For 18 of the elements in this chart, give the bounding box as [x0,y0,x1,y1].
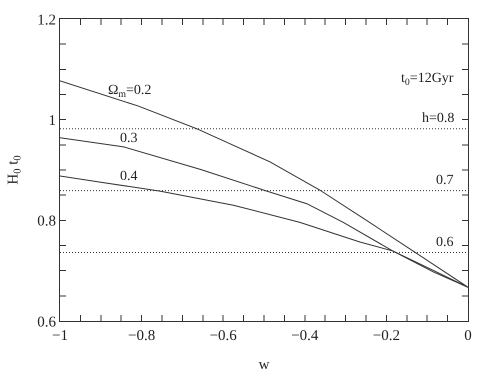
series-label: 0.4 [120,169,138,184]
x-tick-label: −0.6 [210,328,238,344]
annotation: h=0.8 [422,111,454,126]
series-label: 0.3 [120,131,138,146]
annotation: 0.6 [436,235,454,250]
series-label: Ω$_{m}$=0.2 [108,83,152,100]
annotation: 0.7 [436,173,454,188]
y-tick-label: 1 [48,112,56,129]
y-tick-label: 0.6 [37,314,56,330]
x-tick-label: −1 [52,328,68,344]
y-tick-label: 0.8 [37,214,56,230]
x-tick-label: 0 [464,328,472,344]
x-tick-label: −0.4 [291,328,319,344]
x-tick-label: −0.2 [372,328,400,344]
x-axis-title: w [258,357,270,373]
annotation: t$_{0}$=12Gyr [401,71,454,88]
y-tick-label: 1.2 [37,12,56,28]
x-tick-label: −0.8 [128,328,156,344]
